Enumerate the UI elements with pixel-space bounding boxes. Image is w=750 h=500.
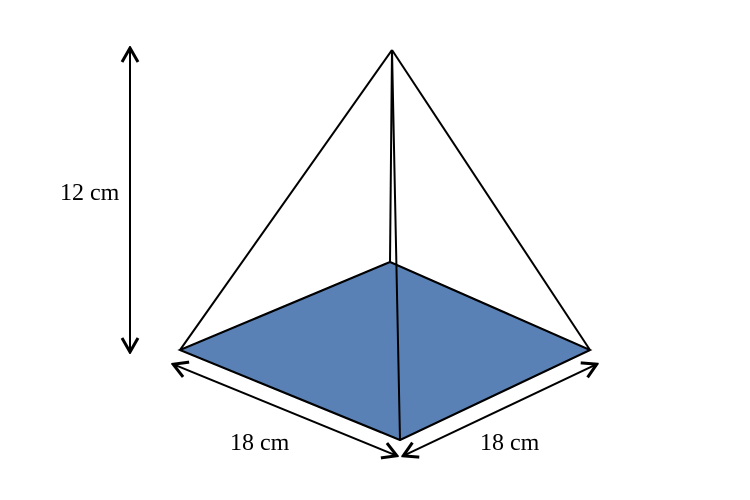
- height-dimension-label: 12 cm: [60, 180, 120, 206]
- pyramid-diagram: 12 cm 18 cm 18 cm: [0, 0, 750, 500]
- pyramid-base: [180, 262, 590, 440]
- base-left-dimension-label: 18 cm: [230, 430, 290, 456]
- base-right-dimension-label: 18 cm: [480, 430, 540, 456]
